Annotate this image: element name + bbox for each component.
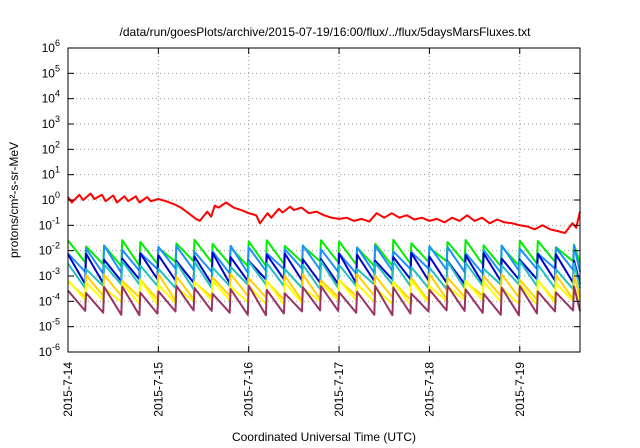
chart-title: /data/run/goesPlots/archive/2015-07-19/1…	[120, 25, 532, 39]
x-tick-label: 2015-7-18	[422, 362, 436, 417]
series-group	[67, 192, 581, 317]
x-tick-label: 2015-7-14	[61, 362, 75, 417]
y-tick-label: 10-1	[39, 215, 60, 232]
x-axis-ticks: 2015-7-14 2015-7-15 2015-7-16 2015-7-17 2015…	[61, 48, 527, 417]
y-axis-title: protons/cm²-s-sr-MeV	[7, 142, 21, 258]
y-tick-label: 103	[42, 114, 60, 131]
x-tick-label: 2015-7-16	[242, 362, 256, 417]
x-axis-title: Coordinated Universal Time (UTC)	[232, 430, 416, 444]
y-tick-label: 10-3	[39, 266, 60, 283]
y-tick-label: 10-4	[39, 291, 60, 308]
y-tick-label: 101	[42, 165, 60, 182]
y-tick-label: 10-5	[39, 317, 60, 334]
y-tick-label: 105	[42, 63, 60, 80]
y-tick-label: 10-6	[39, 342, 60, 359]
y-tick-label: 100	[42, 190, 60, 207]
series-line-7	[67, 284, 581, 317]
plot-frame	[67, 47, 581, 353]
y-tick-label: 106	[42, 38, 60, 55]
y-tick-label: 102	[42, 139, 60, 156]
y-tick-label: 10-2	[39, 241, 60, 258]
grid	[68, 48, 580, 352]
series-line-0	[67, 192, 581, 234]
x-tick-label: 2015-7-19	[513, 362, 527, 417]
y-tick-label: 104	[42, 89, 60, 106]
x-tick-label: 2015-7-15	[151, 362, 165, 417]
x-tick-label: 2015-7-17	[332, 362, 346, 417]
